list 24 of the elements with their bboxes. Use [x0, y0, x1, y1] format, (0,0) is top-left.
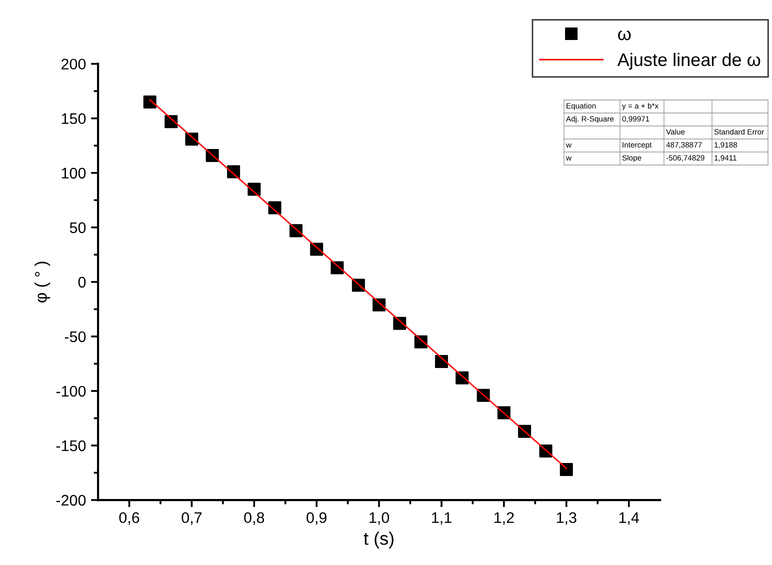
y-tick-label: -150	[56, 440, 86, 452]
x-tick-label: 0,8	[244, 512, 264, 525]
y-tick-label: 0	[78, 276, 86, 288]
x-axis-title: t (s)	[364, 532, 394, 548]
x-tick-label: 1,0	[370, 512, 390, 525]
x-tick-label: 1,2	[494, 512, 514, 525]
y-tick-label: 200	[62, 58, 86, 70]
y-tick-label: 100	[62, 168, 86, 179]
y-tick-label: 150	[62, 113, 86, 124]
legend-label: ω	[618, 30, 631, 40]
y-axis-title: φ ( ° )	[34, 262, 50, 302]
y-tick-label: 50	[70, 222, 86, 234]
x-tick-label: 1,1	[432, 512, 452, 525]
x-tick-label: 1,4	[619, 512, 640, 525]
x-tick-label: 1,3	[556, 512, 576, 525]
y-tick-label: -50	[64, 331, 86, 342]
y-tick-label: -100	[56, 386, 86, 397]
y-tick-label: -200	[56, 494, 86, 506]
x-tick-label: 0,9	[306, 512, 326, 525]
point	[143, 96, 156, 109]
point	[560, 462, 573, 476]
legend-label: Ajuste linear de ω	[617, 52, 760, 70]
x-tick-label: 0,7	[182, 512, 202, 525]
x-tick-label: 0,6	[119, 512, 140, 525]
